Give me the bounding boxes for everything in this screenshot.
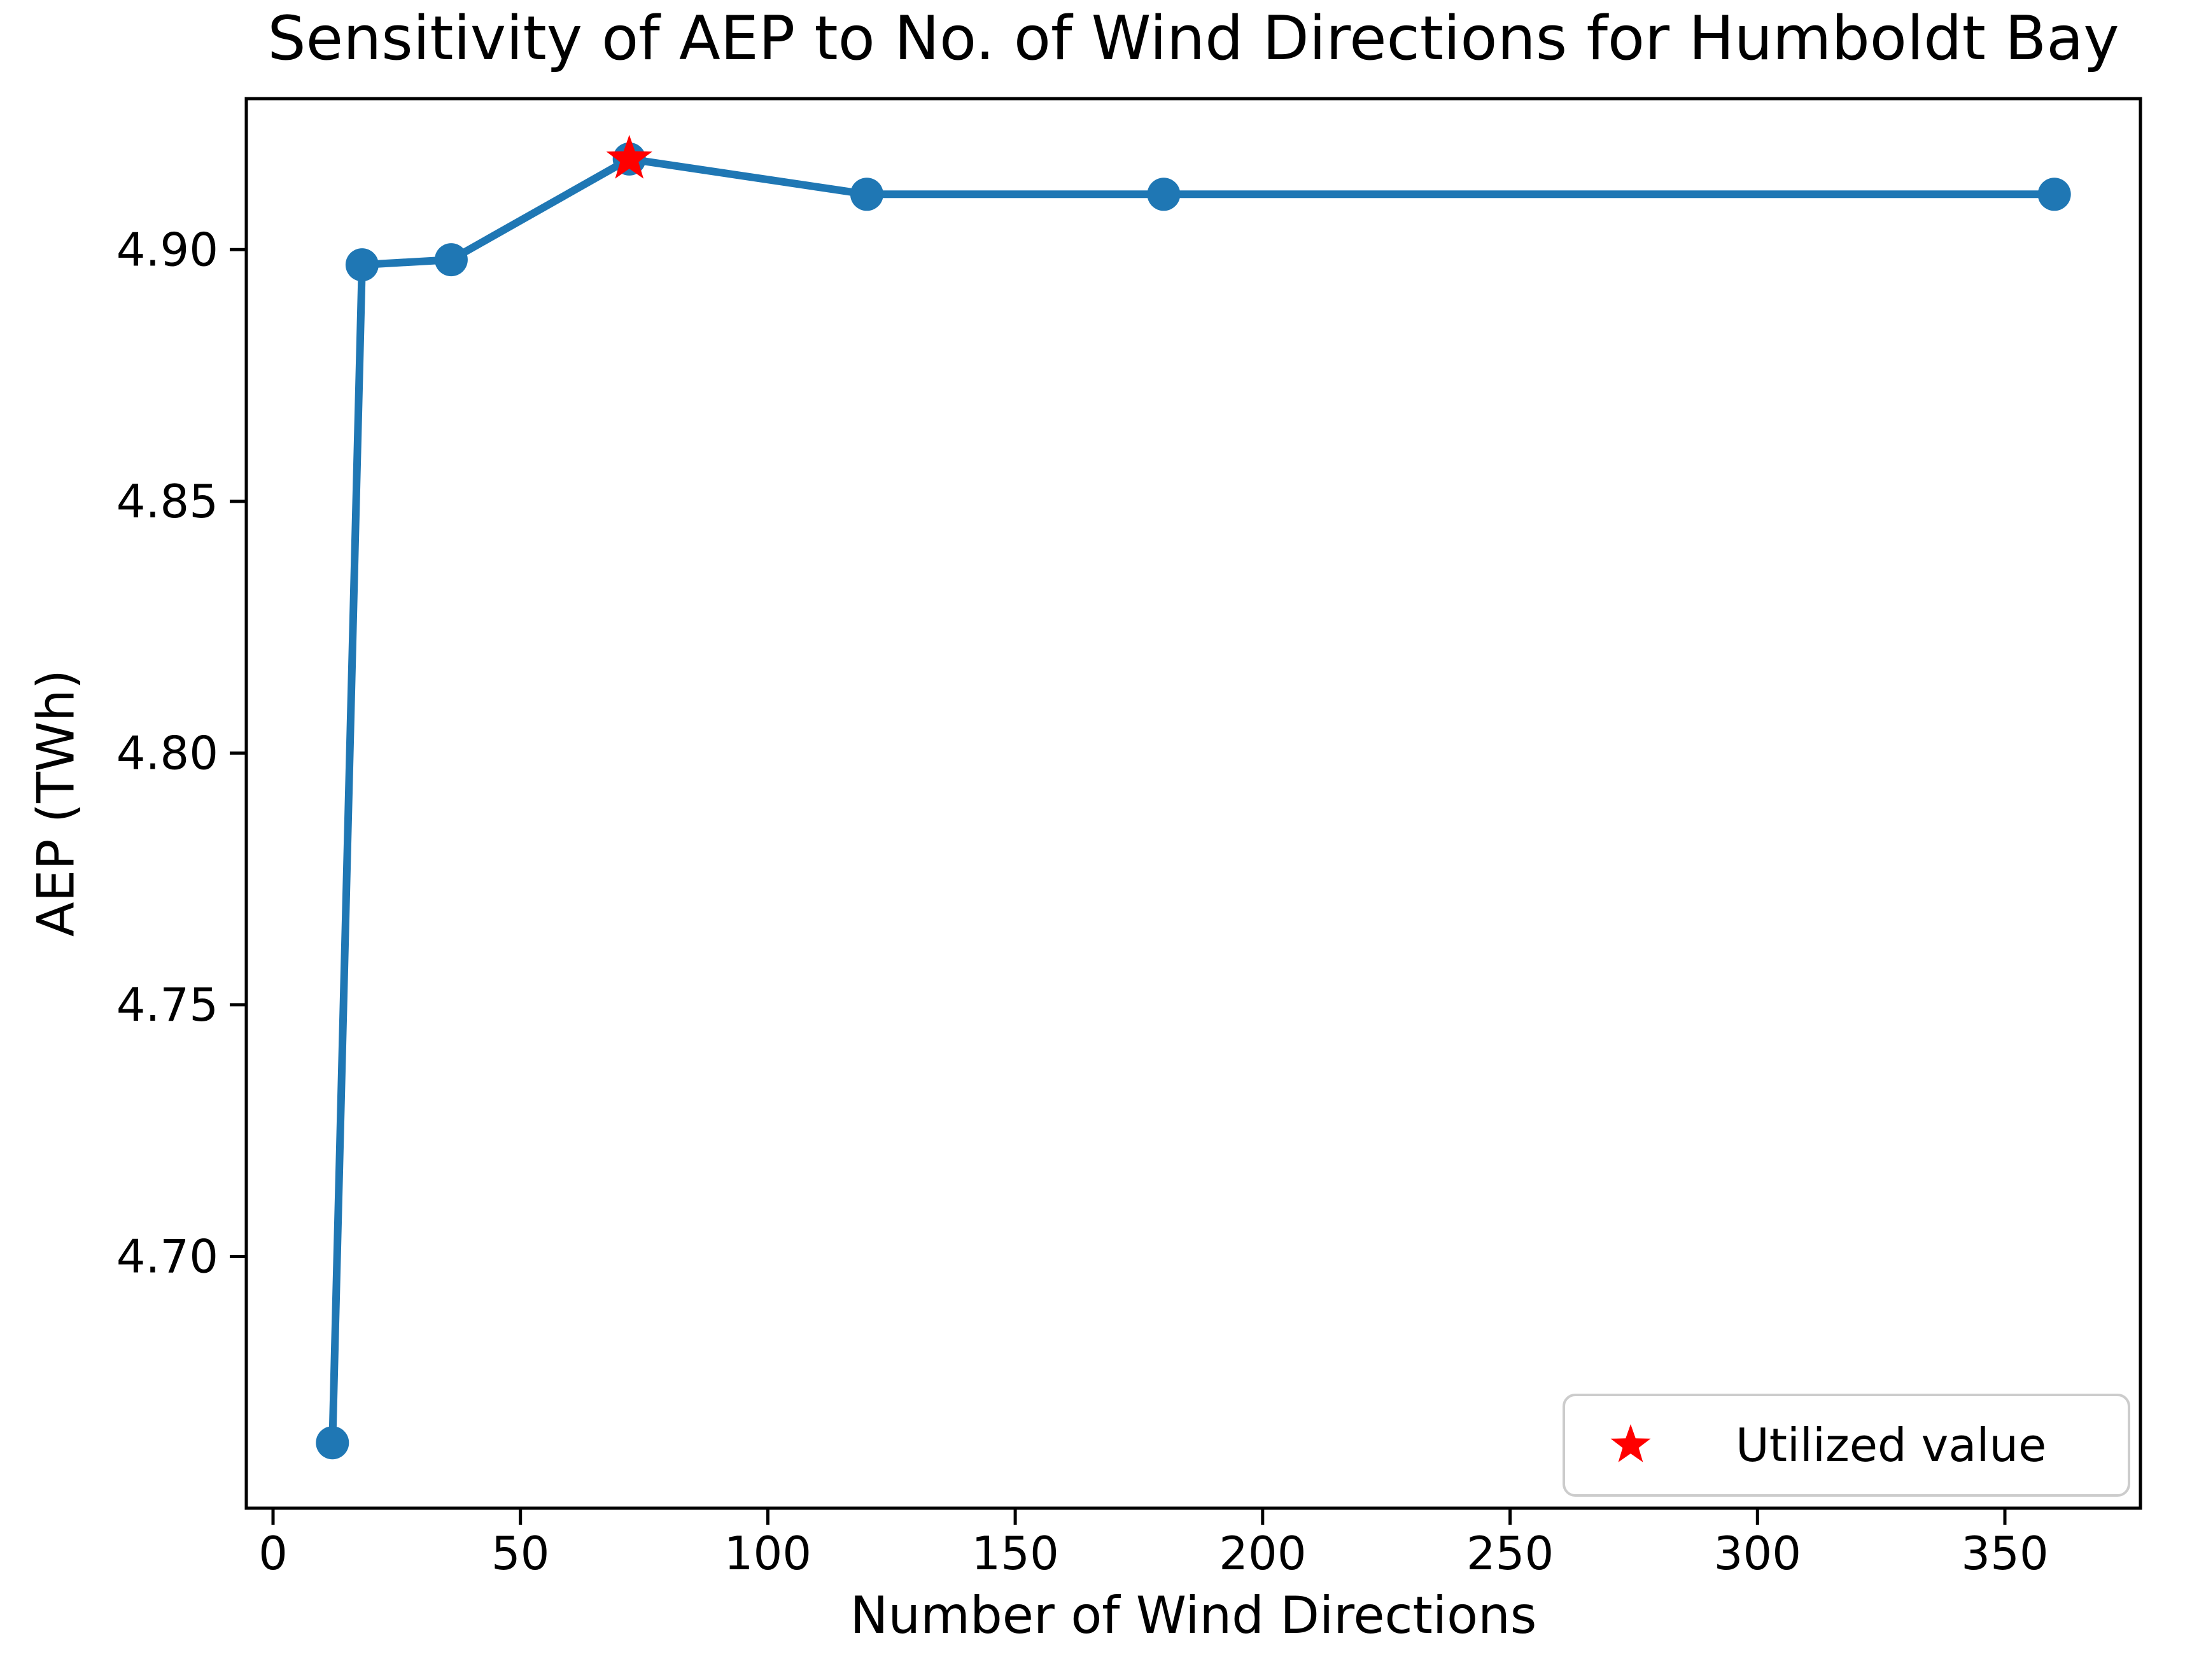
y-tick-label: 4.75 [116,978,218,1032]
x-tick-label: 350 [1961,1527,2048,1580]
data-point-marker [434,243,468,277]
chart-line [328,155,2058,1447]
y-tick-label: 4.85 [116,475,218,528]
data-point-marker [1147,178,1181,211]
data-point-marker [2037,178,2071,211]
x-tick-label: 300 [1714,1527,1801,1580]
x-tick-label: 150 [971,1527,1058,1580]
legend-star-icon [1610,1424,1651,1462]
y-axis-label: AEP (TWh) [26,669,86,937]
x-axis-label: Number of Wind Directions [850,1586,1537,1645]
legend: Utilized value [1563,1394,2130,1497]
data-point-marker [316,1426,349,1460]
x-tick-label: 0 [258,1527,288,1580]
y-tick-label: 4.80 [116,727,218,780]
y-tick-label: 4.70 [116,1230,218,1284]
chart-title: Sensitivity of AEP to No. of Wind Direct… [267,4,2119,74]
x-tick-label: 250 [1466,1527,1554,1580]
data-point-marker [850,178,883,211]
axes-spines [244,97,2142,1510]
x-tick-label: 200 [1219,1527,1306,1580]
utilized-star-marker [606,134,652,179]
y-tick-label: 4.90 [116,223,218,277]
data-point-marker [345,248,379,282]
x-tick-label: 100 [724,1527,811,1580]
x-tick-label: 50 [491,1527,550,1580]
legend-label: Utilized value [1736,1418,2046,1472]
legend-box [1563,1394,2130,1497]
